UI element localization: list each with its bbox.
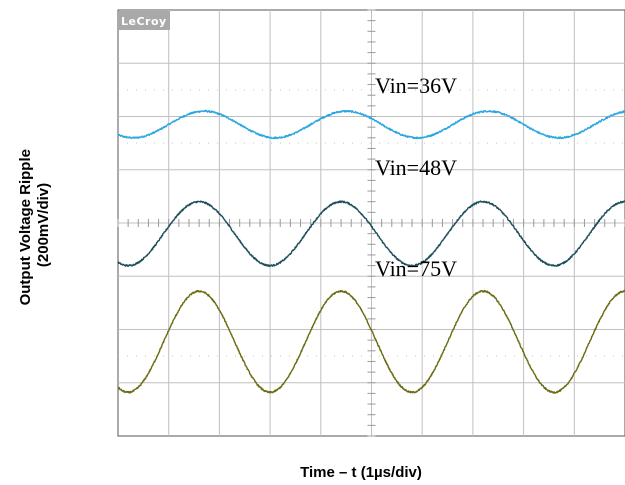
y-axis-label: Output Voltage Ripple (200mV/div)	[17, 145, 52, 306]
grid	[117, 9, 625, 437]
series-1-trace	[117, 109, 625, 140]
series-1-label: Vin=36V	[375, 73, 457, 98]
annotations: Vin=36V Vin=48V Vin=75V	[375, 73, 457, 281]
series-3-trace	[117, 289, 625, 394]
brand-badge	[118, 11, 170, 30]
y-axis-label-line-2: (200mV/div)	[35, 183, 52, 267]
y-axis-label-line-1: Output Voltage Ripple	[17, 149, 34, 305]
series-2-trace	[117, 200, 625, 268]
x-axis-label: Time – t (1µs/div)	[300, 464, 422, 481]
series-2-label: Vin=48V	[375, 155, 457, 180]
series-3-label: Vin=75V	[375, 256, 457, 281]
brand-label: LeCroy	[121, 15, 167, 28]
traces	[117, 109, 625, 394]
